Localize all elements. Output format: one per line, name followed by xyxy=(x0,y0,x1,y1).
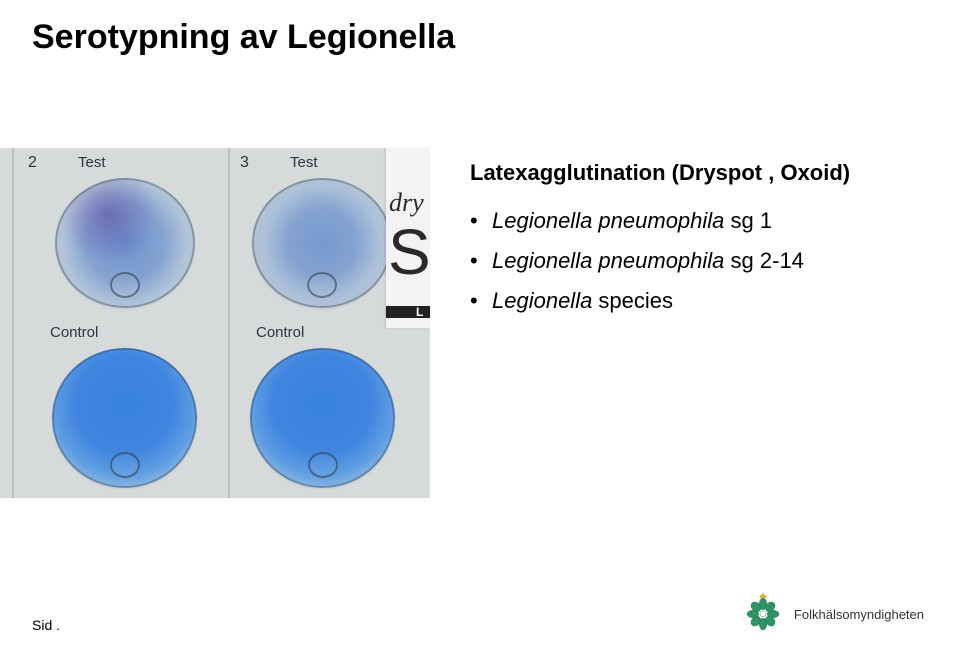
dryspot-card-fragment: dry S L xyxy=(386,148,430,328)
content-block: Latexagglutination (Dryspot , Oxoid) Leg… xyxy=(470,160,930,328)
well-ring xyxy=(308,452,338,478)
well-label-control: Control xyxy=(50,324,98,341)
dry-small-letter: L xyxy=(416,305,423,319)
list-item: Legionella pneumophila sg 2-14 xyxy=(470,248,930,274)
agency-name: Folkhälsomyndigheten xyxy=(794,607,924,622)
species-italic: Legionella pneumophila xyxy=(492,248,724,273)
page-title: Serotypning av Legionella xyxy=(32,18,455,57)
dry-bar xyxy=(386,306,430,318)
test-well-2 xyxy=(55,178,195,308)
well-ring xyxy=(110,272,140,298)
slide: Serotypning av Legionella 2 Test 3 Test … xyxy=(0,0,960,661)
dry-big-letter: S xyxy=(388,220,430,284)
dry-text: dry xyxy=(389,188,424,218)
species-italic: Legionella xyxy=(492,288,592,313)
list-item: Legionella pneumophila sg 1 xyxy=(470,208,930,234)
logo-icon xyxy=(742,593,784,635)
test-well-3 xyxy=(252,178,392,308)
well-ring xyxy=(110,452,140,478)
dryspot-photo: 2 Test 3 Test Control Control xyxy=(0,148,430,498)
well-label-control: Control xyxy=(256,324,304,341)
control-well-3 xyxy=(250,348,395,488)
species-tail: sg 1 xyxy=(724,208,772,233)
well-index-2: 2 xyxy=(28,154,37,172)
control-well-2 xyxy=(52,348,197,488)
separator xyxy=(12,148,14,498)
separator xyxy=(228,148,230,498)
content-list: Legionella pneumophila sg 1 Legionella p… xyxy=(470,208,930,314)
species-italic: Legionella pneumophila xyxy=(492,208,724,233)
species-tail: sg 2-14 xyxy=(724,248,804,273)
content-heading: Latexagglutination (Dryspot , Oxoid) xyxy=(470,160,930,186)
agency-logo: Folkhälsomyndigheten xyxy=(742,593,924,635)
list-item: Legionella species xyxy=(470,288,930,314)
well-label-test: Test xyxy=(78,154,106,171)
well-ring xyxy=(307,272,337,298)
species-tail: species xyxy=(592,288,673,313)
page-number: Sid . xyxy=(32,617,60,633)
well-index-3: 3 xyxy=(240,154,249,172)
well-label-test: Test xyxy=(290,154,318,171)
